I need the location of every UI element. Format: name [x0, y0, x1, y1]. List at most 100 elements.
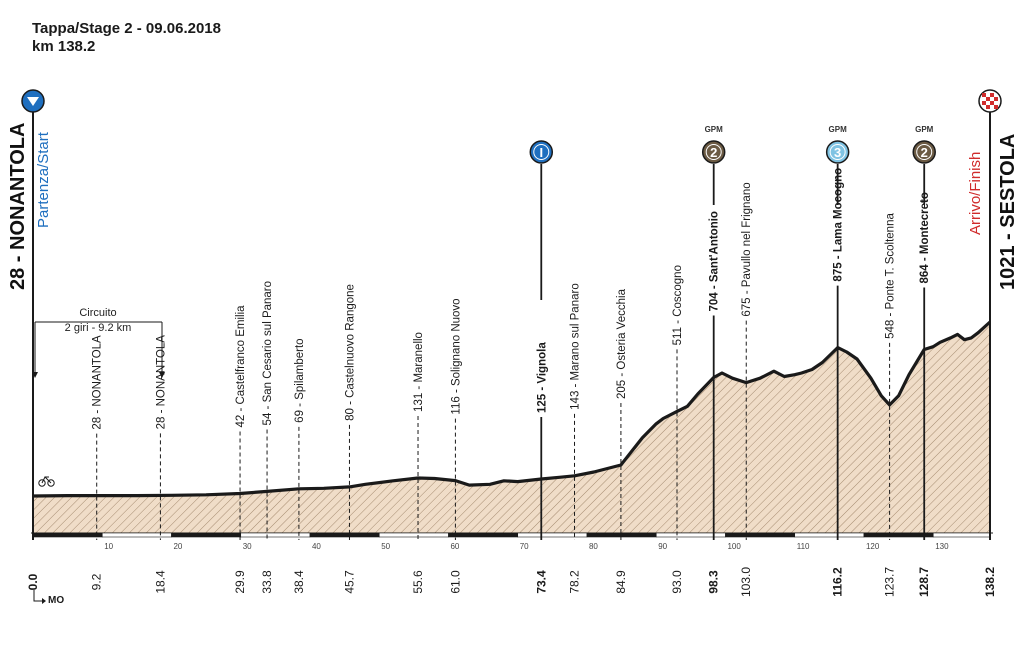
- stage-title: Tappa/Stage 2 - 09.06.2018: [32, 20, 221, 37]
- scale-segment: [448, 532, 519, 538]
- km-label: 45.7: [342, 570, 356, 594]
- mo-label: MO: [48, 595, 65, 606]
- km-label: 84.9: [614, 570, 628, 594]
- km-labels: 0.0 9.2 18.4 29.9 33.8 38.4 45.7 55.6 61.0 73.4 78…: [26, 567, 997, 597]
- circuit-bracket: Circuito 2 giri - 9.2 km: [32, 307, 165, 378]
- point-markers: [96, 285, 926, 540]
- km-label: 18.4: [153, 570, 167, 594]
- start-icon: [21, 89, 45, 113]
- scale-tick-label: 10: [104, 542, 113, 551]
- profile-line: [32, 320, 992, 498]
- checker-square: [990, 101, 994, 105]
- scale-tick-label: 30: [243, 542, 252, 551]
- sprint-icon-ring: [533, 144, 550, 160]
- km-label: 61.0: [448, 570, 462, 594]
- point-name: 69 - Spilamberto: [294, 338, 306, 422]
- checker-square: [990, 93, 994, 97]
- point-name: 28 - NONANTOLA: [92, 335, 104, 430]
- mo-arrow-icon: [33, 590, 46, 604]
- gpm-label: GPM: [829, 125, 848, 134]
- km-scale-bar: [32, 532, 991, 538]
- scale-tick-label: 50: [381, 542, 390, 551]
- point-name: 131 - Maranello: [413, 332, 425, 412]
- scale-segment: [655, 532, 726, 538]
- km-label: 55.6: [411, 570, 425, 594]
- scale-segment: [32, 532, 103, 538]
- km-label: 93.0: [670, 570, 684, 594]
- scale-segment: [171, 532, 242, 538]
- checker-square: [994, 97, 998, 101]
- scale-segment: [101, 532, 172, 538]
- checker-square: [994, 105, 998, 109]
- point-name: 704 - Sant'Antonio: [709, 211, 721, 312]
- point-name: 875 - Lama Mocogno: [833, 168, 845, 282]
- checker-square: [986, 97, 990, 101]
- finish-town-name: 1021 - SESTOLA: [997, 134, 1019, 290]
- checker-square: [986, 105, 990, 109]
- scale-segment: [309, 532, 380, 538]
- km-label: 33.8: [260, 570, 274, 594]
- circuit-title: Circuito: [79, 307, 116, 319]
- bicycle-icon: [38, 476, 55, 487]
- gpm-icon-ring: [829, 144, 846, 160]
- km-label: 123.7: [883, 567, 897, 597]
- point-name: 54 - San Cesario sul Panaro: [262, 281, 274, 425]
- gpm-markers: GPM 2 GPM 3 GPM 2: [701, 125, 936, 205]
- point-name: 143 - Marano sul Panaro: [570, 283, 582, 410]
- km-label: 9.2: [90, 573, 104, 590]
- stage-header: Tappa/Stage 2 - 09.06.2018 km 138.2: [32, 20, 221, 56]
- gpm-category: 2: [710, 145, 717, 160]
- point-name: 548 - Ponte T. Scoltenna: [885, 213, 897, 339]
- scale-segment: [378, 532, 449, 538]
- point-name: 28 - NONANTOLA: [155, 335, 167, 430]
- km-label: 98.3: [707, 570, 721, 594]
- scale-segment: [586, 532, 657, 538]
- scale-segment: [932, 532, 991, 538]
- gpm-icon-ring: [705, 144, 722, 160]
- circuit-laps: 2 giri - 9.2 km: [65, 322, 132, 334]
- scale-tick-label: 40: [312, 542, 321, 551]
- point-name: 864 - Montecreto: [919, 192, 931, 283]
- start-town-name: 28 - NONANTOLA: [7, 123, 29, 290]
- point-name: 511 - Coscogno: [672, 265, 684, 345]
- km-label: 128.7: [917, 567, 931, 597]
- point-name: 116 - Solignano Nuovo: [450, 298, 462, 414]
- km-label: 138.2: [983, 567, 997, 597]
- point-name: 675 - Pavullo nel Frignano: [741, 182, 753, 316]
- km-label: 73.4: [534, 570, 548, 594]
- km-label: 78.2: [568, 570, 582, 594]
- scale-tick-label: 130: [935, 542, 949, 551]
- scale-segment: [794, 532, 865, 538]
- sprint-icon-text: I: [539, 145, 543, 160]
- scale-tick-label: 100: [727, 542, 741, 551]
- point-name: 42 - Castelfranco Emilia: [235, 305, 247, 428]
- gpm-label: GPM: [915, 125, 934, 134]
- km-scale-ticks: 10 20 30 40 50 60 70 80 90 100 110 120 130: [104, 542, 949, 551]
- scale-tick-label: 90: [658, 542, 667, 551]
- scale-segment: [725, 532, 796, 538]
- scale-tick-label: 120: [866, 542, 880, 551]
- point-name: 205 - Osteria Vecchia: [616, 288, 628, 399]
- scale-tick-label: 60: [450, 542, 459, 551]
- checker-square: [982, 93, 986, 97]
- scale-tick-label: 20: [173, 542, 182, 551]
- finish-flag-icon: [978, 89, 1002, 113]
- gpm-label: GPM: [705, 125, 724, 134]
- scale-tick-label: 110: [797, 542, 810, 551]
- scale-segment: [863, 532, 934, 538]
- stage-distance: km 138.2: [32, 38, 96, 55]
- km-label: 29.9: [233, 570, 247, 594]
- gpm-category: 2: [921, 145, 928, 160]
- checker-square: [982, 101, 986, 105]
- scale-segment: [517, 532, 588, 538]
- sprint-marker: I: [529, 140, 554, 300]
- scale-segment: [240, 532, 311, 538]
- finish-label: Arrivo/Finish: [967, 152, 984, 235]
- km-label: 38.4: [292, 570, 306, 594]
- point-name: 80 - Castelnuovo Rangone: [344, 284, 356, 421]
- gpm-category: 3: [834, 145, 841, 160]
- gpm-icon-ring: [916, 144, 933, 160]
- start-label: Partenza/Start: [35, 131, 52, 228]
- point-name: 125 - Vignola: [536, 342, 548, 413]
